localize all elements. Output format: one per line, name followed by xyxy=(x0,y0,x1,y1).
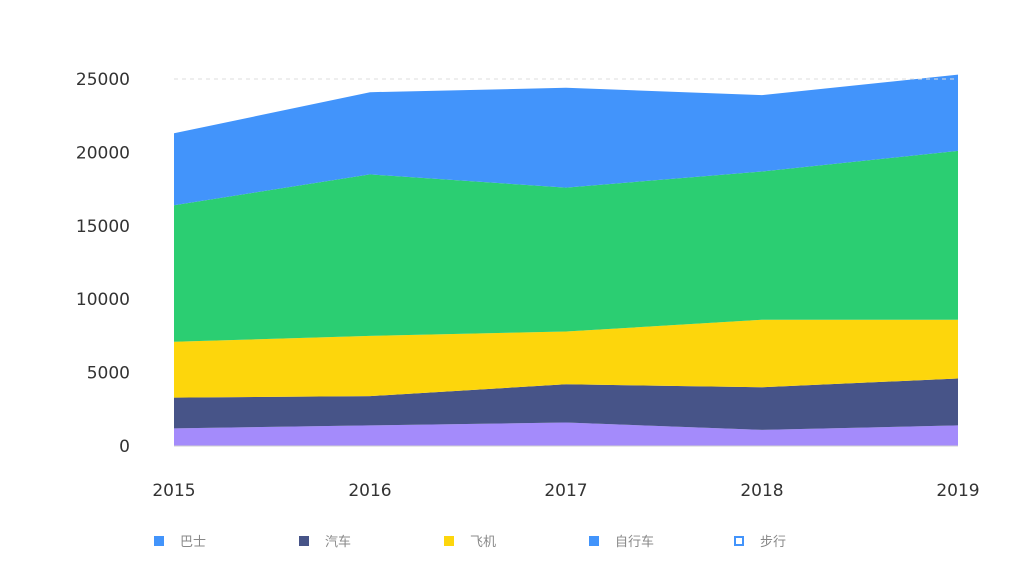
area-series-3[interactable] xyxy=(174,150,958,342)
legend-swatch xyxy=(589,536,599,546)
x-tick-label: 2018 xyxy=(740,481,783,501)
legend-swatch xyxy=(154,536,164,546)
legend-item[interactable]: 自行车 xyxy=(589,534,654,550)
area-series-0[interactable] xyxy=(174,422,958,447)
y-tick-label: 20000 xyxy=(76,143,130,163)
legend-label: 飞机 xyxy=(470,535,496,550)
x-axis: 2015 2016 2017 2018 2019 xyxy=(152,445,980,501)
area-series-1[interactable] xyxy=(174,378,958,430)
area-series-2[interactable] xyxy=(174,319,958,398)
legend-swatch xyxy=(444,536,454,546)
x-tick-label: 2017 xyxy=(544,481,587,501)
legend-item[interactable]: 巴士 xyxy=(154,535,206,550)
y-tick-label: 0 xyxy=(119,437,130,457)
legend-label: 自行车 xyxy=(615,534,654,550)
legend-label: 巴士 xyxy=(180,535,206,550)
legend-swatch xyxy=(734,536,744,546)
legend-item[interactable]: 步行 xyxy=(734,535,786,550)
y-tick-label: 10000 xyxy=(76,290,130,310)
x-tick-label: 2019 xyxy=(936,481,979,501)
y-tick-label: 25000 xyxy=(76,70,130,90)
legend-item[interactable]: 飞机 xyxy=(444,535,496,550)
legend-item[interactable]: 汽车 xyxy=(299,534,351,550)
x-tick-label: 2015 xyxy=(152,481,195,501)
y-tick-label: 5000 xyxy=(87,364,130,384)
legend-swatch xyxy=(299,536,309,546)
y-axis: 0 5000 10000 15000 20000 25000 xyxy=(76,70,130,457)
area-series-4[interactable] xyxy=(174,74,958,206)
areas-layer xyxy=(174,74,958,447)
legend-label: 步行 xyxy=(760,535,786,550)
legend[interactable]: 巴士 汽车 飞机 自行车 步行 xyxy=(154,534,786,550)
legend-label: 汽车 xyxy=(325,534,351,550)
y-tick-label: 15000 xyxy=(76,217,130,237)
x-tick-label: 2016 xyxy=(348,481,391,501)
